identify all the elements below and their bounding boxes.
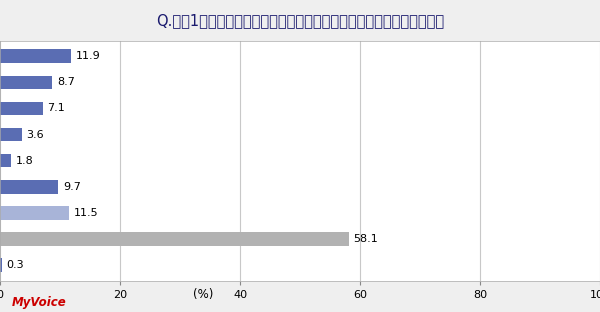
Bar bbox=[0, 258, 2, 272]
Bar bbox=[0, 232, 349, 246]
Text: MyVoice: MyVoice bbox=[12, 296, 67, 309]
Text: 1.8: 1.8 bbox=[16, 156, 34, 166]
Text: 8.7: 8.7 bbox=[57, 77, 75, 87]
Text: 3.6: 3.6 bbox=[26, 129, 44, 139]
Text: 11.5: 11.5 bbox=[74, 208, 98, 218]
Bar bbox=[0, 49, 71, 63]
Bar bbox=[0, 180, 58, 193]
Text: 11.9: 11.9 bbox=[76, 51, 101, 61]
Text: 7.1: 7.1 bbox=[47, 104, 65, 114]
Bar bbox=[0, 206, 69, 220]
Text: 0.3: 0.3 bbox=[7, 260, 24, 270]
Text: Q.直近1年間に低糖質麺を食べましたか？どのように準備しましたか？: Q.直近1年間に低糖質麺を食べましたか？どのように準備しましたか？ bbox=[156, 13, 444, 28]
Bar bbox=[0, 154, 11, 168]
Text: (%): (%) bbox=[193, 288, 213, 301]
Text: 9.7: 9.7 bbox=[63, 182, 81, 192]
Bar bbox=[0, 76, 52, 89]
Text: 58.1: 58.1 bbox=[353, 234, 378, 244]
Bar bbox=[0, 128, 22, 141]
Bar bbox=[0, 102, 43, 115]
